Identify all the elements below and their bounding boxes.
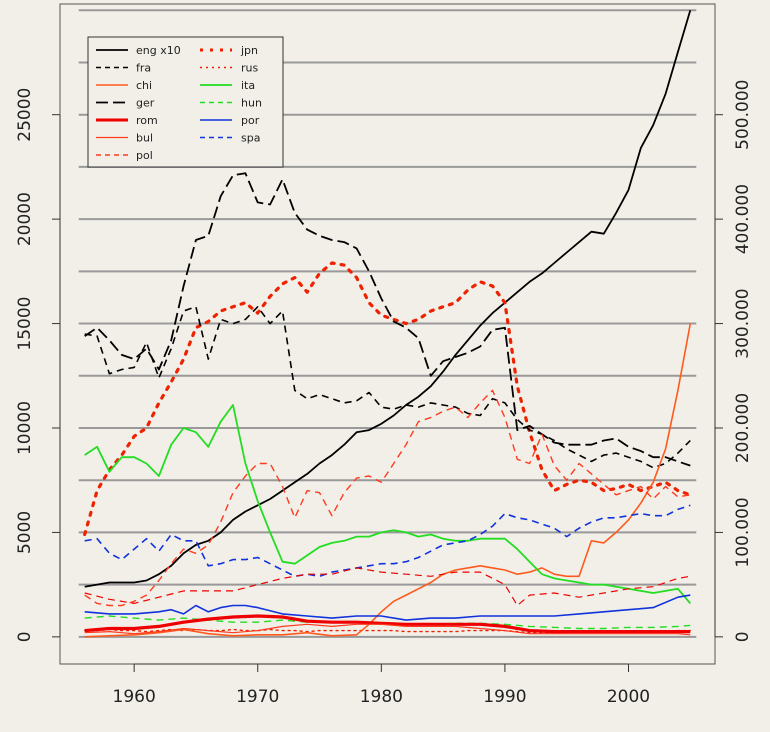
- series-line-pol: [84, 389, 691, 607]
- y-left-tick-label: 10000: [15, 401, 35, 455]
- y-left-tick-label: 15000: [15, 297, 35, 351]
- y-right-tick-label: 400.000: [733, 184, 753, 254]
- y-right-tick-label: 200.000: [733, 393, 753, 463]
- y-right-tick-label: 0: [733, 631, 753, 642]
- legend-label-fra: fra: [136, 62, 151, 75]
- x-tick-label: 1990: [483, 687, 526, 707]
- y-right-tick-label: 100.000: [733, 497, 753, 567]
- legend-label-pol: pol: [136, 149, 153, 162]
- y-left-tick-label: 5000: [15, 511, 35, 554]
- series-line-spa: [84, 504, 691, 578]
- x-axis: 1960 1970 1980 1990 2000: [113, 663, 650, 707]
- y-right-tick-label: 500.000: [733, 80, 753, 150]
- legend-label-rom: rom: [136, 114, 158, 127]
- legend-label-chi: chi: [136, 79, 152, 92]
- legend-label-jpn: jpn: [240, 44, 258, 57]
- x-tick-label: 1970: [236, 687, 279, 707]
- legend-label-hun: hun: [241, 97, 262, 110]
- series-line-pol-lower: [84, 567, 691, 607]
- y-left-tick-label: 0: [15, 631, 35, 642]
- legend-label-rus: rus: [241, 62, 258, 75]
- legend-label-eng-x10: eng x10: [136, 44, 181, 57]
- y-right-tick-label: 300.000: [733, 288, 753, 358]
- series-line-bul: [84, 623, 691, 636]
- series-line-jpn: [83, 261, 692, 537]
- y-left-tick-label: 25000: [15, 88, 35, 142]
- y-axis-left: 0 5000 10000 15000 20000 25000: [15, 88, 61, 642]
- series-line-por: [84, 594, 691, 621]
- y-axis-right: 0 100.000 200.000 300.000 400.000 500.000: [714, 80, 753, 642]
- legend-label-spa: spa: [241, 132, 260, 145]
- series-line-chi: [84, 323, 692, 638]
- legend-label-bul: bul: [136, 132, 153, 145]
- series-line-ita: [84, 404, 691, 604]
- series-line-fra: [84, 305, 691, 469]
- legend-label-ger: ger: [136, 97, 155, 110]
- x-tick-label: 1980: [360, 687, 403, 707]
- x-tick-label: 1960: [113, 687, 156, 707]
- series-line-rom: [84, 614, 691, 634]
- y-left-tick-label: 20000: [15, 192, 35, 246]
- series-line-ger: [84, 172, 691, 467]
- legend: eng x10 fra chi ger rom bul pol jpn rus ita hun por…: [87, 36, 284, 168]
- legend-label-ita: ita: [241, 79, 255, 92]
- legend-label-por: por: [241, 114, 260, 127]
- series-line-eng-x10: [84, 10, 692, 588]
- x-tick-label: 2000: [607, 687, 650, 707]
- series-lines: [83, 10, 692, 638]
